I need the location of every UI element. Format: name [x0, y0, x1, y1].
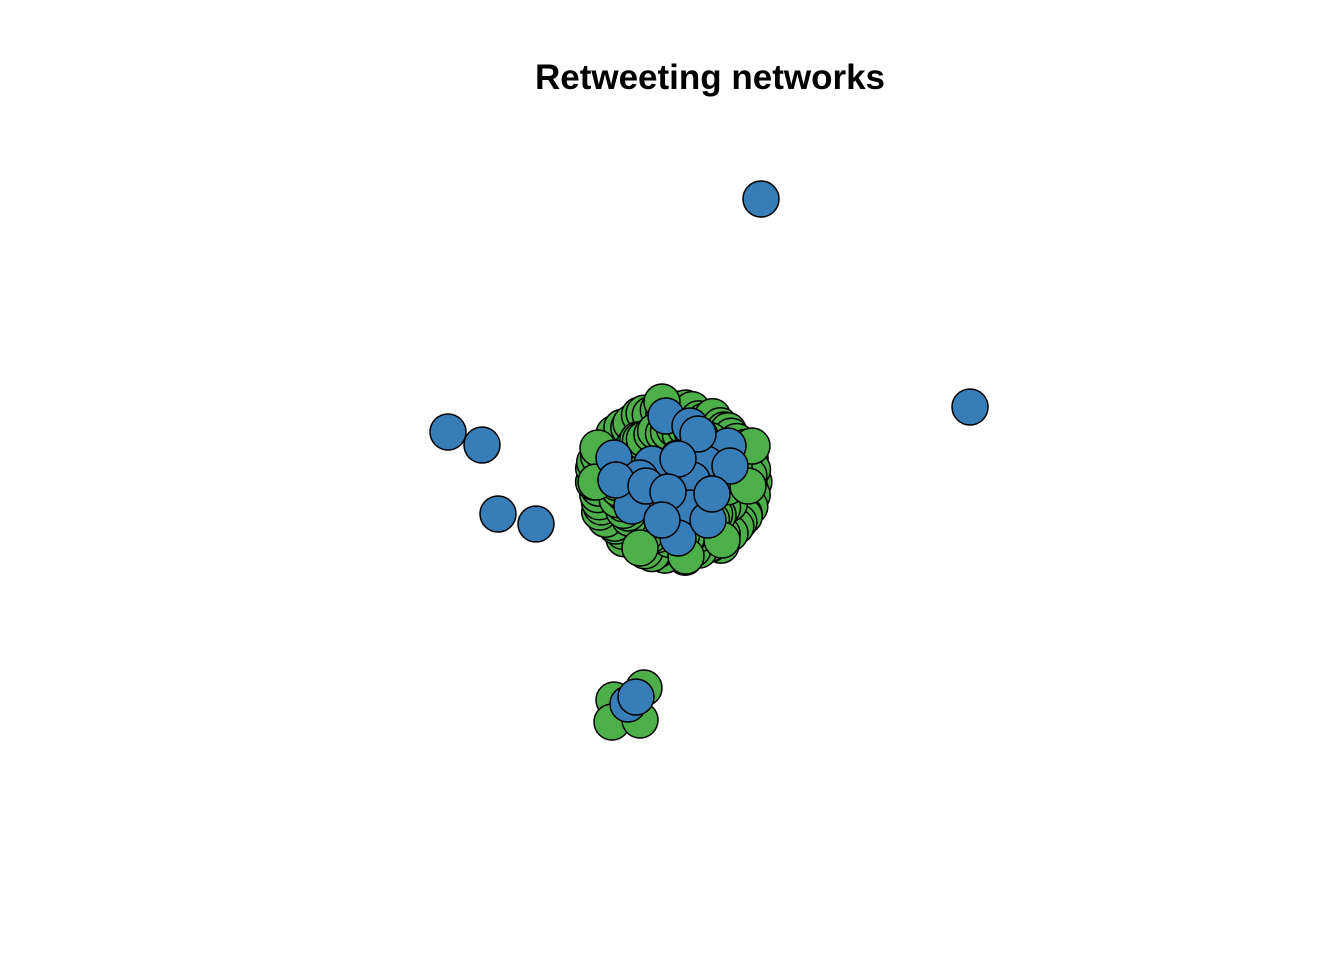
network-node-blue [742, 180, 780, 218]
network-node-blue [679, 415, 717, 453]
network-node-blue [643, 501, 681, 539]
network-node-blue [711, 447, 749, 485]
network-node-blue [951, 388, 989, 426]
plot-title: Retweeting networks [534, 58, 886, 97]
network-node-green [621, 529, 659, 567]
network-node-blue [517, 505, 555, 543]
network-node-blue [659, 440, 697, 478]
network-node-blue [617, 678, 655, 716]
network-node-blue [463, 426, 501, 464]
blue-node-group [429, 180, 989, 723]
network-node-blue [693, 475, 731, 513]
network-node-blue [479, 495, 517, 533]
network-node-blue [429, 413, 467, 451]
